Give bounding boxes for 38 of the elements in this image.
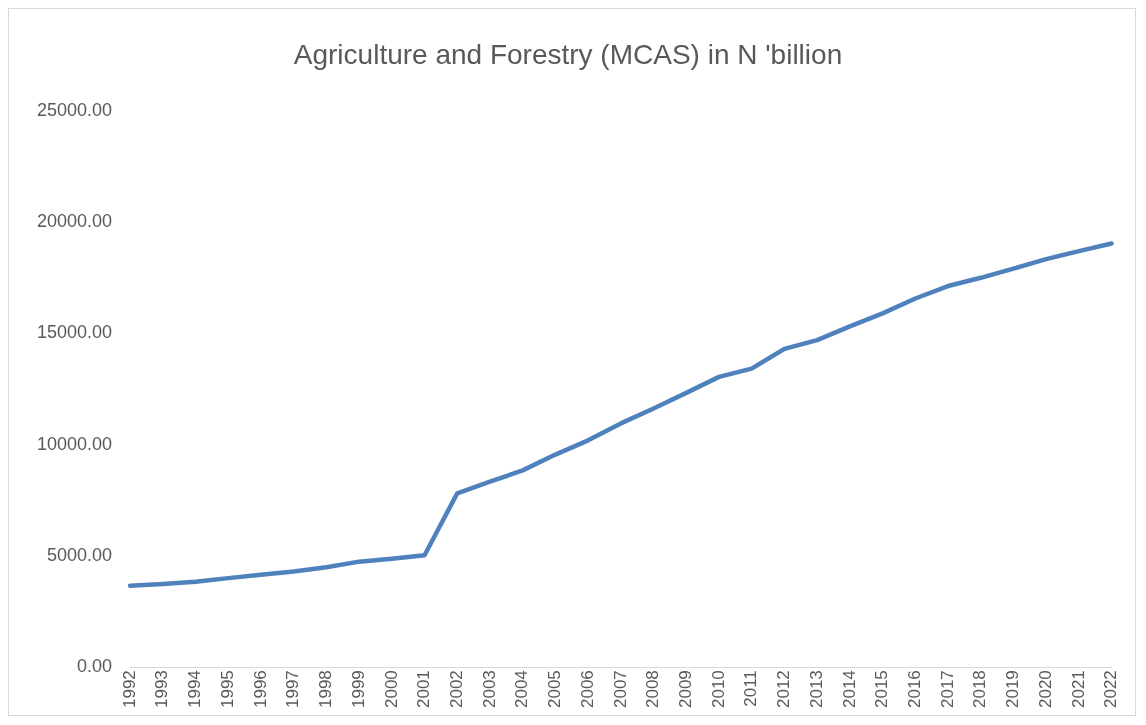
x-tick-label: 2005 — [545, 670, 565, 709]
x-tick-label: 2003 — [479, 670, 499, 709]
x-tick-label: 2011 — [741, 670, 761, 707]
x-tick-label: 2016 — [904, 670, 924, 709]
y-tick-label: 20000.00 — [37, 210, 113, 231]
x-tick-label: 1996 — [250, 670, 270, 709]
x-tick-label: 2022 — [1101, 670, 1121, 709]
x-tick-label: 1992 — [119, 670, 139, 709]
x-tick-label: 2015 — [872, 670, 892, 709]
x-tick-label: 1997 — [283, 670, 303, 709]
x-tick-label: 2006 — [577, 670, 597, 709]
x-tick-label: 2001 — [414, 670, 434, 709]
x-tick-label: 2017 — [937, 670, 957, 709]
y-tick-label: 10000.00 — [37, 433, 113, 454]
x-tick-label: 1998 — [316, 670, 336, 709]
x-tick-label: 2009 — [675, 670, 695, 709]
y-tick-label: 15000.00 — [37, 322, 113, 343]
chart-title: Agriculture and Forestry (MCAS) in N 'billion — [293, 38, 843, 70]
x-tick-label: 2012 — [774, 670, 794, 709]
x-tick-label: 2000 — [381, 670, 401, 709]
y-tick-label: 5000.00 — [47, 544, 113, 565]
x-tick-label: 2007 — [610, 670, 630, 709]
x-tick-label: 2008 — [643, 670, 663, 709]
x-tick-label: 1995 — [217, 670, 237, 709]
x-tick-label: 2010 — [708, 670, 728, 709]
x-tick-label: 2019 — [1003, 670, 1023, 709]
x-tick-label: 2018 — [970, 670, 990, 709]
x-tick-label: 2004 — [512, 670, 532, 709]
x-tick-label: 1993 — [152, 670, 172, 709]
x-tick-label: 2020 — [1035, 670, 1055, 709]
y-tick-label: 0.00 — [77, 656, 113, 677]
x-tick-label: 1999 — [348, 670, 368, 709]
x-tick-label: 2013 — [806, 670, 826, 709]
x-tick-label: 1994 — [185, 670, 205, 709]
x-tick-label: 2021 — [1068, 670, 1088, 709]
y-tick-label: 25000.00 — [37, 99, 113, 120]
x-tick-label: 2014 — [839, 670, 859, 709]
x-tick-label: 2002 — [446, 670, 466, 709]
